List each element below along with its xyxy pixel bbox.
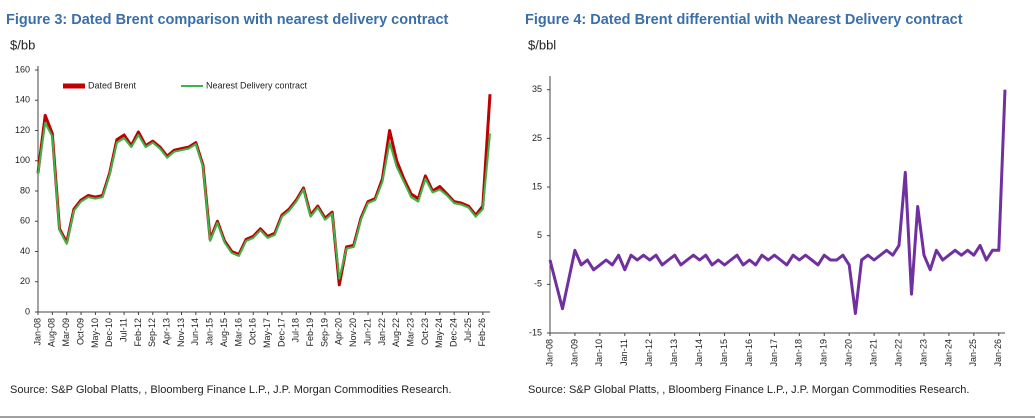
y-tick-label: -15 <box>529 327 542 337</box>
x-tick-label: Jan-22 <box>377 318 387 346</box>
x-tick-label: Jan-17 <box>769 339 779 367</box>
x-tick-label: Nov-13 <box>176 318 186 347</box>
x-tick-label: Jan-22 <box>893 339 903 367</box>
series-line <box>37 121 491 280</box>
x-tick-label: Jan-15 <box>205 318 215 346</box>
x-tick-label: Aug-22 <box>391 318 401 347</box>
x-tick-label: Jan-09 <box>569 339 579 367</box>
y-tick-label: 80 <box>20 185 30 195</box>
x-tick-label: Oct-09 <box>75 318 85 345</box>
x-tick-label: Jan-18 <box>794 339 804 367</box>
y-tick-label: 0 <box>25 306 30 316</box>
x-tick-label: Jan-08 <box>544 339 554 367</box>
x-tick-label: Apr-13 <box>162 318 172 345</box>
y-tick-label: 20 <box>20 276 30 286</box>
x-tick-label: Aug-15 <box>219 318 229 347</box>
x-tick-label: Jan-10 <box>594 339 604 367</box>
y-tick-label: 35 <box>532 84 542 94</box>
series-line <box>548 89 1007 315</box>
x-tick-label: Jun-21 <box>362 318 372 346</box>
y-tick-label: 60 <box>20 216 30 226</box>
x-tick-label: Jul-18 <box>291 318 301 343</box>
x-tick-label: Jan-19 <box>819 339 829 367</box>
x-tick-label: Jan-15 <box>719 339 729 367</box>
y-axis-label: $/bb <box>10 37 35 52</box>
y-tick-label: 100 <box>15 155 30 165</box>
y-tick-label: -5 <box>534 279 542 289</box>
x-tick-label: Mar-16 <box>233 318 243 347</box>
legend-swatch <box>63 83 85 89</box>
x-tick-label: Jan-16 <box>744 339 754 367</box>
x-tick-label: Jan-13 <box>669 339 679 367</box>
x-tick-label: Mar-09 <box>61 318 71 347</box>
x-tick-label: Jan-12 <box>644 339 654 367</box>
x-tick-label: Mar-23 <box>405 318 415 347</box>
x-tick-label: Feb-19 <box>305 318 315 347</box>
x-tick-label: Dec-10 <box>104 318 114 347</box>
y-tick-label: 5 <box>537 230 542 240</box>
source: Source: S&P Global Platts, , Bloomberg F… <box>10 384 451 396</box>
x-tick-label: May-10 <box>90 318 100 348</box>
x-tick-label: Nov-20 <box>348 318 358 347</box>
y-tick-label: 25 <box>532 133 542 143</box>
x-tick-label: Apr-20 <box>334 318 344 345</box>
x-tick-label: Jan-26 <box>993 339 1003 367</box>
y-tick-label: 40 <box>20 246 30 256</box>
x-tick-label: Jan-08 <box>32 318 42 346</box>
x-tick-label: Jul-25 <box>463 318 473 343</box>
y-axis-label: $/bbl <box>528 37 556 52</box>
source: Source: S&P Global Platts, , Bloomberg F… <box>528 384 969 396</box>
legend-label: Dated Brent <box>88 80 137 90</box>
x-tick-label: Feb-26 <box>477 318 487 347</box>
y-tick-label: 160 <box>15 64 30 74</box>
x-tick-label: Jun-14 <box>190 318 200 346</box>
y-tick-label: 140 <box>15 95 30 105</box>
x-tick-label: May-17 <box>262 318 272 348</box>
y-tick-label: 120 <box>15 125 30 135</box>
x-tick-label: Jan-24 <box>943 339 953 367</box>
legend-label: Nearest Delivery contract <box>206 80 308 90</box>
x-tick-label: Jan-25 <box>968 339 978 367</box>
x-tick-label: Jan-21 <box>868 339 878 367</box>
x-tick-label: Jan-11 <box>619 339 629 366</box>
y-tick-label: 15 <box>532 181 542 191</box>
x-tick-label: Feb-12 <box>133 318 143 347</box>
x-tick-label: Oct-23 <box>420 318 430 345</box>
x-tick-label: Sep-12 <box>147 318 157 347</box>
x-tick-label: Sep-19 <box>319 318 329 347</box>
chart-title: Figure 4: Dated Brent differential with … <box>525 12 963 28</box>
x-tick-label: Jan-23 <box>918 339 928 367</box>
x-tick-label: Dec-17 <box>276 318 286 347</box>
x-tick-label: Aug-08 <box>47 318 57 347</box>
x-tick-label: Jan-20 <box>844 339 854 367</box>
x-tick-label: Jul-11 <box>118 318 128 342</box>
x-tick-label: Oct-16 <box>248 318 258 345</box>
x-tick-label: Dec-24 <box>449 318 459 347</box>
chart-title: Figure 3: Dated Brent comparison with ne… <box>6 12 449 28</box>
x-tick-label: May-24 <box>434 318 444 348</box>
x-tick-label: Jan-14 <box>694 339 704 367</box>
